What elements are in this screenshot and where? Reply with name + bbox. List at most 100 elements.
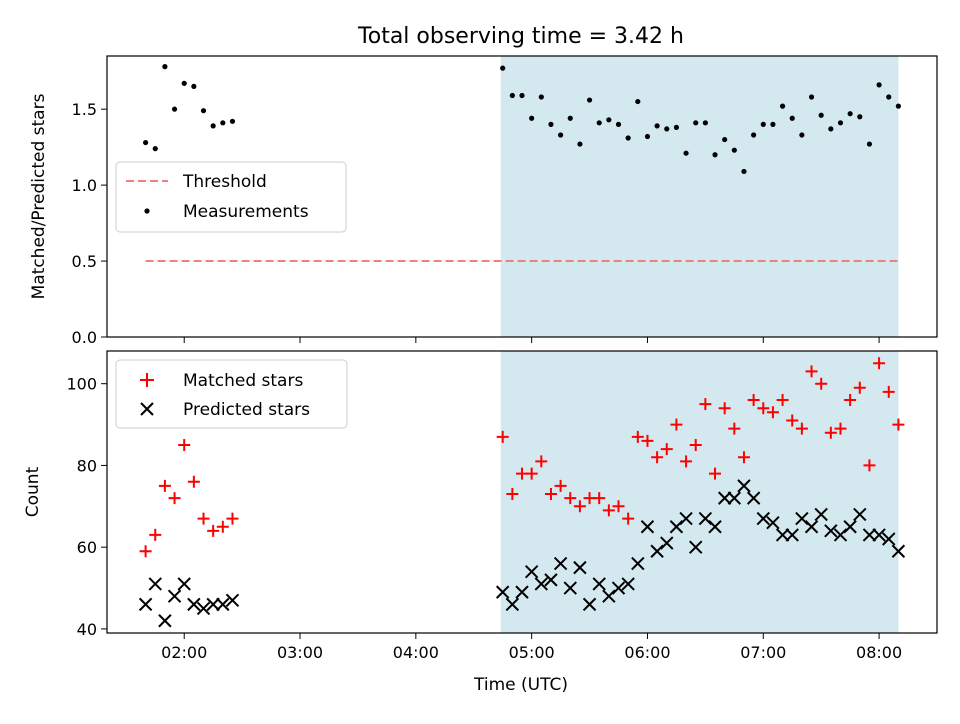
predicted-star-point <box>187 597 201 612</box>
ratio-legend-box <box>115 161 347 233</box>
matched-star-point <box>805 365 818 378</box>
matched-stars-series <box>139 357 905 558</box>
measurement-point <box>500 65 506 71</box>
measurement-point <box>152 146 158 152</box>
measurement-point <box>712 152 718 158</box>
matched-star-point <box>178 439 191 451</box>
matched-star-point <box>873 357 886 370</box>
x-tick-label: 03:00 <box>277 643 323 662</box>
matched-star-point <box>573 500 586 513</box>
ratio-x-ticks <box>183 337 880 343</box>
matched-star-point <box>651 451 664 464</box>
measurement-point <box>876 82 882 88</box>
predicted-star-point <box>795 511 809 526</box>
matched-star-point <box>197 512 210 525</box>
x-tick-label: 05:00 <box>509 643 555 662</box>
matched-star-point <box>544 488 557 501</box>
predicted-star-point <box>746 491 761 505</box>
predicted-star-point <box>833 528 848 542</box>
measurement-point <box>200 108 207 114</box>
predicted-star-point <box>853 507 867 522</box>
predicted-star-point <box>592 577 606 591</box>
chart-title: Total observing time = 3.42 h <box>357 24 684 49</box>
predicted-star-point <box>872 528 886 542</box>
count-y-ticks: 40 60 80 100 <box>66 375 107 639</box>
ratio-y-tick-label: 0.0 <box>72 328 97 347</box>
measurement-point <box>538 94 544 100</box>
matched-star-point <box>728 422 741 435</box>
count-y-axis-label: Count <box>23 466 43 517</box>
x-tick-label: 07:00 <box>740 643 786 662</box>
matched-star-point <box>496 430 509 443</box>
predicted-star-point <box>843 520 857 534</box>
matched-star-point <box>564 492 577 505</box>
matched-star-point <box>525 467 538 480</box>
count-y-tick-label: 40 <box>77 620 97 639</box>
matched-star-point <box>506 488 519 501</box>
predicted-star-point <box>495 585 510 599</box>
measurement-point <box>673 124 680 130</box>
predicted-star-point <box>524 564 539 579</box>
measurement-point <box>229 118 236 124</box>
measurement-point <box>644 133 651 140</box>
matched-star-point <box>554 479 567 492</box>
count-y-tick-label: 80 <box>77 456 97 475</box>
measurement-point <box>181 80 187 86</box>
measurement-point <box>577 141 583 147</box>
predicted-star-point <box>640 520 655 534</box>
predicted-star-point <box>775 528 790 542</box>
count-y-tick-label: 100 <box>66 375 97 394</box>
matched-star-point <box>737 451 750 464</box>
matched-star-point <box>718 402 731 415</box>
matched-star-point <box>660 443 673 456</box>
x-tick-label: 06:00 <box>624 643 670 662</box>
matched-star-point <box>149 528 162 541</box>
measurement-point <box>847 111 853 117</box>
measurement-point <box>162 64 168 70</box>
measurement-point <box>818 112 824 118</box>
observing-span-top <box>500 56 899 337</box>
measurement-point <box>548 121 554 127</box>
matched-star-point <box>892 418 905 431</box>
matched-star-point <box>535 455 548 468</box>
predicted-star-point <box>708 520 722 534</box>
matched-star-point <box>882 385 895 398</box>
measurement-point <box>596 120 602 126</box>
predicted-star-point <box>727 491 742 505</box>
x-tick-label: 04:00 <box>393 643 439 662</box>
predicted-star-point <box>660 536 674 550</box>
matched-star-point <box>689 439 702 451</box>
measurement-point <box>509 92 515 99</box>
measurement-point <box>586 97 593 103</box>
measurement-point <box>693 120 699 126</box>
ratio-y-tick-label: 1.5 <box>72 100 97 119</box>
matched-star-point <box>853 381 866 394</box>
matched-star-point <box>844 394 857 407</box>
predicted-star-point <box>698 511 713 526</box>
predicted-star-point <box>573 560 587 575</box>
predicted-star-point <box>582 597 597 612</box>
matched-star-point <box>834 422 847 435</box>
matched-star-point <box>815 377 828 390</box>
measurement-point <box>799 132 805 138</box>
predicted-star-point <box>167 589 182 603</box>
predicted-star-point <box>534 577 549 591</box>
x-tick-label: 02:00 <box>161 643 207 662</box>
measurements-series <box>143 64 901 175</box>
predicted-star-point <box>737 479 751 493</box>
predicted-star-point <box>621 577 635 591</box>
matched-star-point <box>187 475 200 488</box>
matched-star-point <box>602 504 615 517</box>
measurement-point <box>615 121 622 127</box>
predicted-star-point <box>756 511 770 526</box>
matched-star-point <box>139 545 152 558</box>
predicted-star-point <box>891 544 906 558</box>
ratio-legend: Threshold Measurements <box>115 161 347 233</box>
predicted-star-point <box>785 528 799 542</box>
matched-star-point <box>747 394 760 407</box>
matched-star-point <box>757 402 770 415</box>
measurement-point <box>770 121 776 127</box>
measurement-point <box>529 115 535 121</box>
